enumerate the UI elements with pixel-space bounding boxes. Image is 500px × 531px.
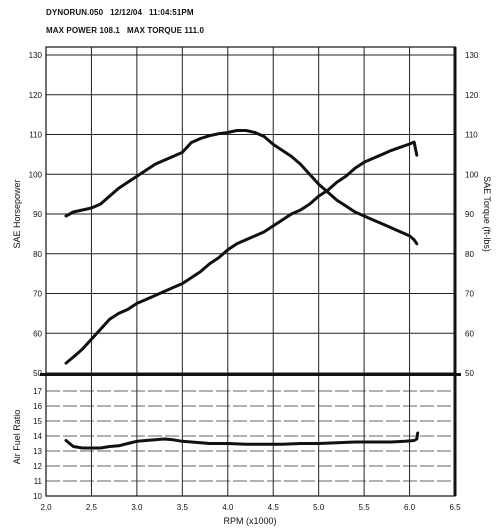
horsepower-tick-label: 100: [29, 170, 43, 179]
power-torque-grid: [45, 47, 456, 374]
torque-tick-label: 130: [465, 51, 479, 60]
torque-tick-label: 80: [465, 250, 474, 259]
afr-tick-label: 15: [33, 417, 42, 426]
horsepower-tick-label: 60: [33, 329, 42, 338]
horsepower-tick-label: 120: [29, 91, 43, 100]
air-fuel-ratio-curve: [64, 431, 420, 450]
x-tick-label: 6.0: [404, 503, 416, 512]
horsepower-tick-label: 70: [33, 290, 42, 299]
torque-tick-label: 110: [465, 131, 478, 140]
max-values-header: MAX POWER 108.1 MAX TORQUE 111.0: [46, 26, 204, 35]
horsepower-tick-label: 50: [33, 369, 42, 378]
power-torque-tick-labels: 50 50 60 60 70 70 80 80 90 90 100 100 110 110 120 120 13…: [29, 51, 479, 378]
run-file-name: DYNORUN.050: [46, 8, 104, 17]
x-tick-label: 5.0: [313, 503, 325, 512]
afr-axis-label: Air Fuel Ratio: [12, 410, 22, 465]
torque-tick-label: 70: [465, 290, 474, 299]
torque-curve: [64, 129, 419, 246]
x-tick-label: 4.0: [222, 503, 234, 512]
chart-frame: [40, 46, 461, 497]
horsepower-tick-label: 130: [29, 51, 43, 60]
max-power-label: MAX POWER: [46, 26, 98, 35]
run-date: 12/12/04: [110, 8, 143, 17]
torque-tick-label: 50: [465, 369, 474, 378]
afr-grid: [45, 376, 456, 497]
x-tick-label: 3.5: [177, 503, 189, 512]
horsepower-tick-label: 110: [29, 131, 42, 140]
torque-tick-label: 90: [465, 210, 474, 219]
afr-tick-label: 11: [34, 477, 43, 486]
torque-tick-label: 100: [465, 170, 479, 179]
torque-tick-label: 120: [465, 91, 479, 100]
afr-tick-label: 16: [33, 402, 42, 411]
max-torque-label: MAX TORQUE: [126, 26, 183, 35]
afr-tick-label: 13: [33, 447, 42, 456]
horsepower-tick-label: 90: [33, 210, 42, 219]
x-tick-label: 3.0: [131, 503, 143, 512]
x-tick-label: 4.5: [268, 503, 280, 512]
power-torque-curves: [64, 129, 419, 365]
x-tick-label: 2.5: [86, 503, 98, 512]
afr-curve: [64, 431, 420, 450]
torque-axis-label: SAE Torque (ft-lbs): [482, 176, 492, 252]
x-tick-label: 2.0: [40, 503, 52, 512]
chart-border: [45, 46, 456, 497]
dyno-run-header: DYNORUN.050 12/12/04 11:04:51PM: [46, 8, 194, 17]
horsepower-tick-label: 80: [33, 250, 42, 259]
x-tick-label: 5.5: [359, 503, 371, 512]
afr-tick-label: 17: [33, 387, 42, 396]
run-time: 11:04:51PM: [149, 8, 194, 17]
afr-tick-label: 10: [33, 492, 42, 501]
horsepower-curve: [64, 140, 419, 365]
afr-tick-label: 12: [33, 462, 42, 471]
max-torque-value: 111.0: [184, 26, 204, 35]
afr-tick-label: 14: [33, 432, 42, 441]
x-tick-label: 6.5: [449, 503, 461, 512]
horsepower-axis-label: SAE Horsepower: [12, 179, 22, 248]
afr-tick-labels: 2.0 2.5 3.0 3.5 4.0 4.5 5.0 5.5 6.0 6.5 10 11 12 13 14…: [33, 387, 461, 512]
torque-tick-label: 60: [465, 329, 474, 338]
x-axis-label: RPM (x1000): [223, 516, 276, 526]
max-power-value: 108.1: [99, 26, 120, 35]
